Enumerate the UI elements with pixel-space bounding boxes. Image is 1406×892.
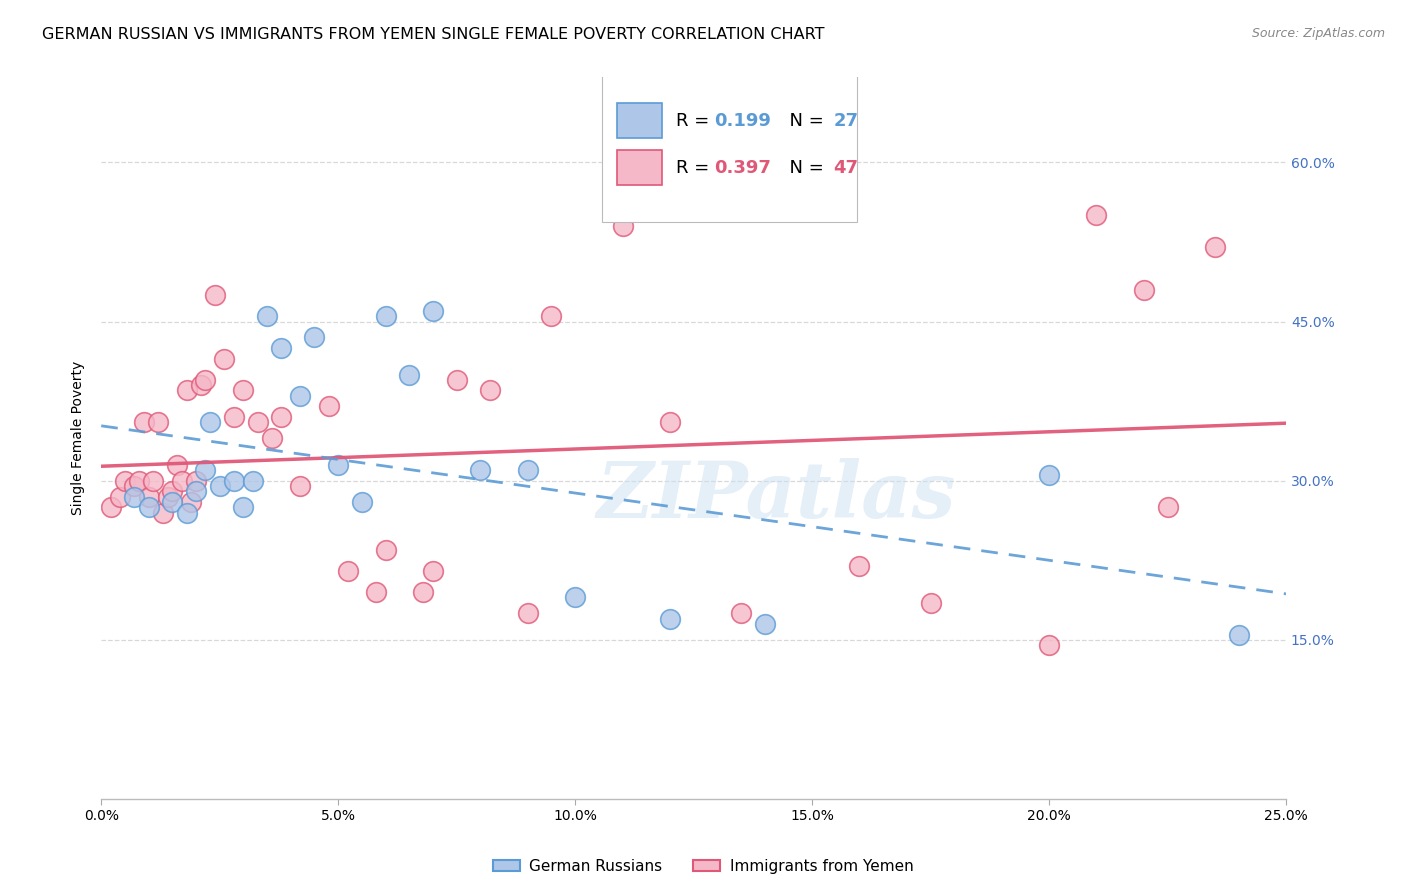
- Text: 47: 47: [834, 159, 859, 177]
- Point: [180, 495, 202, 509]
- Point: [446, 373, 468, 387]
- Point: [194, 463, 217, 477]
- Point: [242, 474, 264, 488]
- Point: [290, 479, 312, 493]
- FancyBboxPatch shape: [602, 74, 858, 222]
- Point: [124, 490, 146, 504]
- Text: R =: R =: [676, 159, 714, 177]
- Point: [564, 591, 586, 605]
- Point: [374, 309, 396, 323]
- Point: [730, 607, 752, 621]
- Point: [328, 458, 350, 472]
- Point: [184, 484, 207, 499]
- Point: [754, 617, 776, 632]
- Point: [222, 474, 245, 488]
- Point: [176, 384, 198, 398]
- Legend: German Russians, Immigrants from Yemen: German Russians, Immigrants from Yemen: [486, 853, 920, 880]
- Text: 27: 27: [834, 112, 859, 129]
- Point: [142, 474, 165, 488]
- Point: [374, 542, 396, 557]
- Point: [232, 384, 254, 398]
- Point: [364, 585, 387, 599]
- Point: [1227, 627, 1250, 641]
- Y-axis label: Single Female Poverty: Single Female Poverty: [72, 361, 86, 516]
- Point: [920, 596, 942, 610]
- Point: [540, 309, 562, 323]
- Text: 0.199: 0.199: [714, 112, 770, 129]
- Point: [162, 484, 184, 499]
- Text: N =: N =: [778, 159, 830, 177]
- Point: [162, 495, 184, 509]
- Point: [132, 415, 155, 429]
- Point: [848, 558, 870, 573]
- Point: [260, 431, 283, 445]
- Point: [184, 474, 207, 488]
- Point: [138, 490, 160, 504]
- Point: [478, 384, 501, 398]
- Point: [128, 474, 150, 488]
- Text: N =: N =: [778, 112, 830, 129]
- Point: [1038, 638, 1060, 652]
- Point: [412, 585, 434, 599]
- Point: [318, 400, 340, 414]
- Point: [170, 474, 193, 488]
- Point: [166, 458, 188, 472]
- Point: [350, 495, 373, 509]
- Text: Source: ZipAtlas.com: Source: ZipAtlas.com: [1251, 27, 1385, 40]
- Point: [100, 500, 122, 515]
- Point: [108, 490, 131, 504]
- Point: [336, 564, 359, 578]
- Text: ZIPatlas: ZIPatlas: [598, 458, 956, 534]
- Point: [304, 330, 326, 344]
- Point: [516, 607, 538, 621]
- Point: [138, 500, 160, 515]
- Point: [1085, 208, 1108, 222]
- Point: [246, 415, 269, 429]
- Point: [422, 304, 444, 318]
- Point: [1204, 240, 1226, 254]
- Point: [194, 373, 217, 387]
- Point: [516, 463, 538, 477]
- Point: [270, 341, 292, 355]
- Point: [200, 415, 222, 429]
- FancyBboxPatch shape: [617, 151, 662, 185]
- Point: [1133, 283, 1156, 297]
- Point: [146, 415, 169, 429]
- Point: [124, 479, 146, 493]
- Text: R =: R =: [676, 112, 714, 129]
- Point: [270, 410, 292, 425]
- Point: [1156, 500, 1178, 515]
- Point: [470, 463, 492, 477]
- Point: [114, 474, 136, 488]
- Point: [156, 490, 179, 504]
- Point: [222, 410, 245, 425]
- FancyBboxPatch shape: [617, 103, 662, 138]
- Point: [398, 368, 420, 382]
- Point: [658, 415, 681, 429]
- Text: 0.397: 0.397: [714, 159, 770, 177]
- Point: [214, 351, 236, 366]
- Point: [152, 506, 174, 520]
- Point: [190, 378, 212, 392]
- Point: [422, 564, 444, 578]
- Text: GERMAN RUSSIAN VS IMMIGRANTS FROM YEMEN SINGLE FEMALE POVERTY CORRELATION CHART: GERMAN RUSSIAN VS IMMIGRANTS FROM YEMEN …: [42, 27, 825, 42]
- Point: [176, 506, 198, 520]
- Point: [290, 389, 312, 403]
- Point: [208, 479, 231, 493]
- Point: [1038, 468, 1060, 483]
- Point: [256, 309, 278, 323]
- Point: [204, 288, 226, 302]
- Point: [232, 500, 254, 515]
- Point: [612, 219, 634, 233]
- Point: [658, 612, 681, 626]
